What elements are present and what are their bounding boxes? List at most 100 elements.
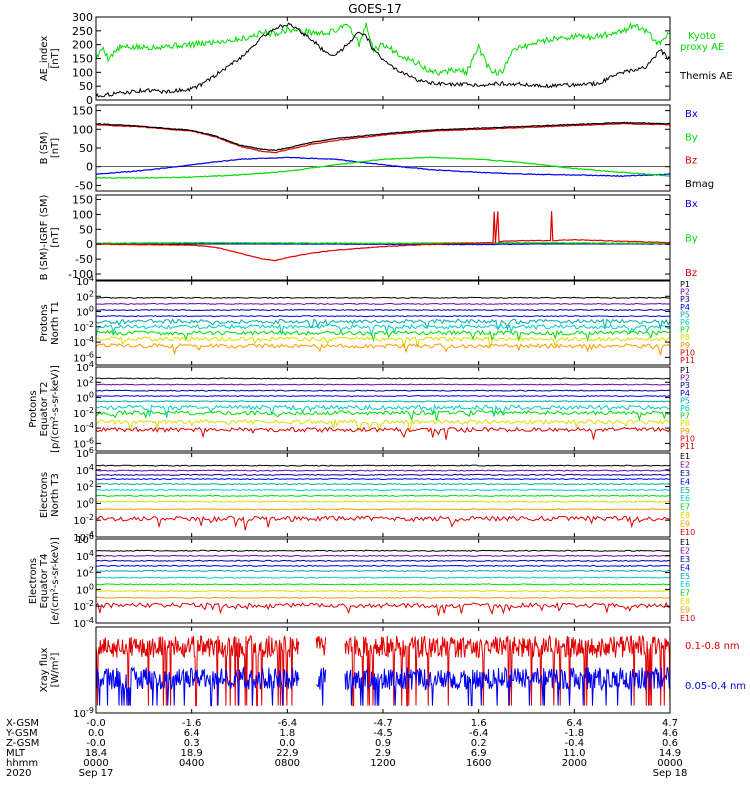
series-p8 — [96, 418, 670, 433]
series-p5 — [96, 318, 670, 332]
series-by — [96, 241, 670, 245]
y-tick-label: 102 — [76, 565, 94, 580]
legend-p3: P3 — [680, 381, 690, 390]
ephemeris-value: 14.9 — [659, 748, 681, 759]
ephemeris-value: -1.6 — [182, 718, 202, 729]
legend-p10: P10 — [680, 434, 695, 443]
legend-p11: P11 — [680, 356, 695, 365]
series-p6 — [96, 323, 670, 337]
plot-area-bsm — [96, 121, 670, 179]
panel-bdiff: -100 -50 0 50 100 150 B (SM)-IGRF (SM) [nT] Bx By… — [39, 193, 698, 281]
ephemeris-value: 22.9 — [276, 748, 298, 759]
series-0-1-0-8-nm — [96, 634, 670, 707]
legend-e3: E3 — [680, 469, 690, 478]
panel-bsm: -50 0 50 100 150 B (SM) [nT] Bx By Bz Bmag — [39, 104, 714, 192]
y-tick-label: 0 — [86, 94, 93, 107]
series-e4 — [96, 564, 670, 567]
legend-e4: E4 — [680, 477, 690, 486]
series-e7 — [96, 583, 670, 586]
series-p4 — [96, 315, 670, 318]
legend-e7: E7 — [680, 503, 690, 512]
series-e2 — [96, 469, 670, 472]
y-axis-label: Equator T4 — [39, 554, 50, 609]
series-e3 — [96, 473, 670, 476]
legend-e8: E8 — [680, 597, 690, 606]
series-p5 — [96, 400, 670, 403]
series-e3 — [96, 559, 670, 562]
y-tick-label: 150 — [72, 193, 93, 206]
y-axis-label: Protons — [28, 390, 39, 427]
y-tick-label: 10-4 — [73, 335, 94, 350]
series-e5 — [96, 569, 670, 572]
legend-p4: P4 — [680, 303, 690, 312]
legend-bx: Bx — [685, 109, 698, 120]
series-e8 — [96, 590, 670, 593]
ephemeris-value: -0.0 — [86, 718, 106, 729]
legend-p5: P5 — [680, 310, 690, 319]
ephemeris-table: X-GSM -0.0 -1.6 -6.4 -4.7 1.6 6.4 4.7 Y-GSM 0.0 6.… — [5, 718, 687, 779]
series-e1 — [96, 464, 670, 467]
legend-by: By — [685, 132, 698, 143]
ephemeris-value: -4.7 — [373, 718, 393, 729]
y-tick-label: 100 — [72, 66, 93, 79]
y-tick-label: 102 — [76, 375, 94, 390]
chart-title: GOES-17 — [348, 2, 402, 16]
legend-e6: E6 — [680, 580, 690, 589]
y-tick-label: 200 — [72, 39, 93, 52]
legend-p7: P7 — [680, 326, 690, 335]
series-p6 — [96, 403, 670, 418]
ephemeris-value: -1.8 — [565, 728, 585, 739]
plot-area-bdiff — [96, 211, 670, 262]
ephemeris-value: -0.0 — [86, 738, 106, 749]
legend-0-05-0-4-nm: 0.05-0.4 nm — [685, 681, 746, 692]
ephemeris-value: 11.0 — [563, 748, 585, 759]
ephemeris-value: 0.9 — [375, 738, 391, 749]
series-e2 — [96, 554, 670, 557]
ephemeris-label: hhmm — [6, 758, 38, 769]
legend-p8: P8 — [680, 333, 690, 342]
legend-p9: P9 — [680, 341, 690, 350]
ephemeris-value: -0.4 — [565, 738, 585, 749]
ephemeris-value: 2.9 — [375, 748, 391, 759]
ephemeris-value: Sep 18 — [653, 768, 688, 779]
ephemeris-value: 18.9 — [181, 748, 203, 759]
legend-0-1-0-8-nm: 0.1-0.8 nm — [685, 641, 740, 652]
y-axis-label: [p/(cm²-s-sr-keV)] — [50, 365, 61, 453]
panel-frame — [95, 538, 671, 624]
ephemeris-value: 0400 — [179, 758, 204, 769]
y-tick-label: 10-4 — [73, 616, 94, 631]
y-tick-label: 250 — [72, 25, 93, 38]
legend-bz: Bz — [685, 156, 697, 167]
legend-p2: P2 — [680, 288, 690, 297]
series-e8 — [96, 500, 670, 503]
legend-p3: P3 — [680, 295, 690, 304]
y-tick-label: 50 — [79, 80, 93, 93]
legend-e5: E5 — [680, 486, 690, 495]
ephemeris-value: 1200 — [370, 758, 395, 769]
panel-frame — [95, 16, 671, 101]
legend-p9: P9 — [680, 427, 690, 436]
y-tick-label: 102 — [76, 479, 94, 494]
plot-area-e_eq — [96, 549, 670, 616]
ephemeris-value: Sep 17 — [79, 768, 114, 779]
ephemeris-value: 0800 — [275, 758, 300, 769]
series-bz — [96, 211, 670, 262]
ephemeris-value: 0000 — [657, 758, 682, 769]
plot-area-p_north — [96, 296, 670, 356]
y-axis-label: B (SM) — [39, 131, 50, 164]
ephemeris-value: 4.7 — [662, 718, 678, 729]
y-tick-label: 10-4 — [73, 421, 94, 436]
y-tick-label: 100 — [76, 496, 94, 511]
legend-p7: P7 — [680, 412, 690, 421]
legend-e3: E3 — [680, 555, 690, 564]
series-e5 — [96, 483, 670, 486]
legend-e7: E7 — [680, 589, 690, 598]
ephemeris-value: -6.4 — [278, 718, 298, 729]
ephemeris-value: 0000 — [83, 758, 108, 769]
legend-e10: E10 — [680, 614, 695, 623]
ephemeris-value: 18.4 — [85, 748, 107, 759]
legend-bz: Bz — [685, 268, 697, 279]
